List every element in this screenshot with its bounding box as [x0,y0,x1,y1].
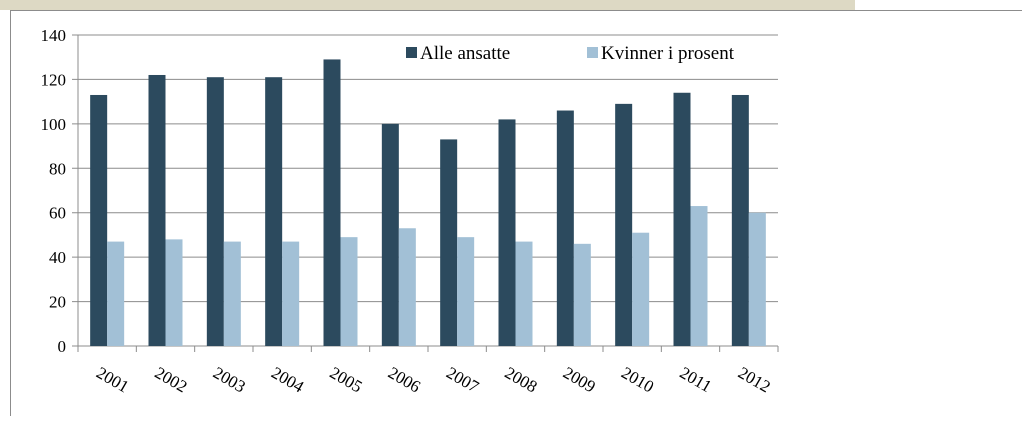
x-tick-label: 2007 [443,363,482,397]
bar [207,77,224,346]
y-tick-label: 100 [41,115,67,134]
x-tick-label: 2009 [560,363,599,396]
y-tick-label: 80 [49,159,66,178]
y-tick-label: 60 [49,204,66,223]
y-tick-label: 0 [58,337,67,356]
bar [382,124,399,346]
bar [516,242,533,346]
legend-swatch [406,47,417,58]
legend-label: Alle ansatte [420,43,510,64]
bar [499,119,516,346]
bar [557,111,574,346]
legend-label: Kvinner i prosent [601,43,735,64]
x-tick-label: 2001 [93,363,132,396]
y-tick-label: 20 [49,293,66,312]
bar [90,95,107,346]
x-tick-label: 2012 [735,363,774,396]
bar [440,139,457,346]
bar [632,233,649,346]
bar [732,95,749,346]
legend-swatch [587,47,598,58]
x-tick-label: 2002 [152,363,191,396]
bar [574,244,591,346]
x-tick-label: 2008 [502,363,541,396]
y-tick-label: 120 [41,70,67,89]
header-band [0,0,855,10]
bar [674,93,691,346]
bar [749,213,766,346]
bar [224,242,241,346]
x-tick-label: 2010 [618,363,657,396]
bar [282,242,299,346]
bar [399,228,416,346]
bar [457,237,474,346]
bar [149,75,166,346]
bar [341,237,358,346]
x-tick-label: 2011 [677,363,715,396]
x-tick-label: 2003 [210,363,249,396]
bar [691,206,708,346]
y-tick-label: 40 [49,248,66,267]
bar [107,242,124,346]
x-tick-label: 2005 [327,363,366,396]
bar [265,77,282,346]
x-tick-label: 2006 [385,363,424,396]
bar [615,104,632,346]
bar [166,239,183,346]
y-tick-label: 140 [41,26,67,45]
x-tick-label: 2004 [268,363,307,397]
bar [324,59,341,346]
